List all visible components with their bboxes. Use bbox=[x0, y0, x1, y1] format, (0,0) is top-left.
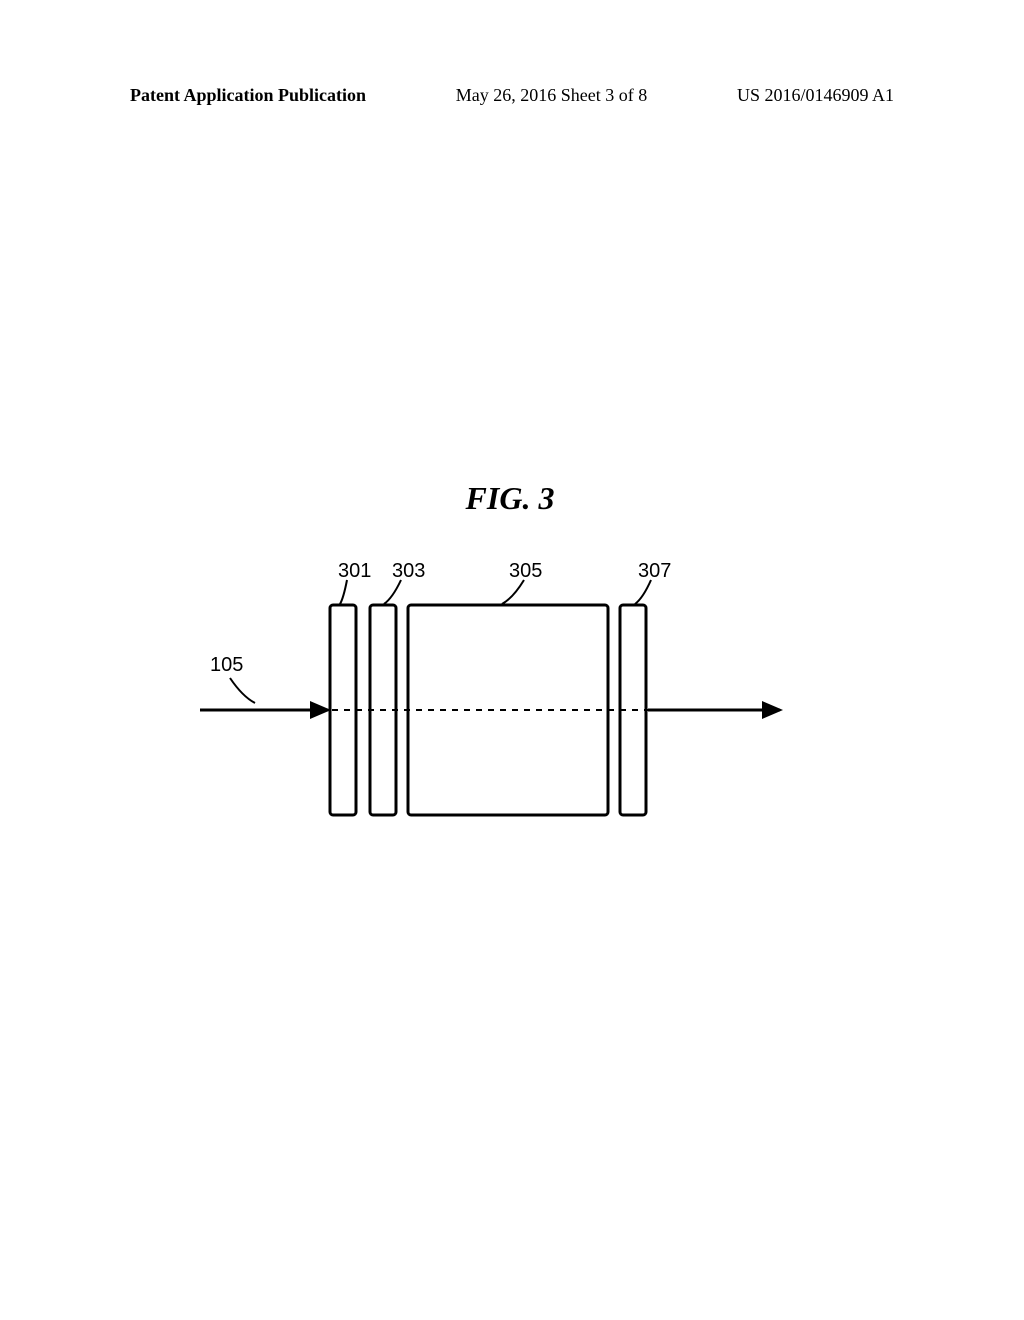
leader-l105 bbox=[230, 678, 255, 703]
diagram-svg bbox=[0, 0, 1024, 1320]
leader-l303 bbox=[384, 580, 401, 604]
leader-l305 bbox=[502, 580, 524, 604]
leader-l307 bbox=[635, 580, 651, 604]
leader-l301 bbox=[340, 580, 347, 604]
